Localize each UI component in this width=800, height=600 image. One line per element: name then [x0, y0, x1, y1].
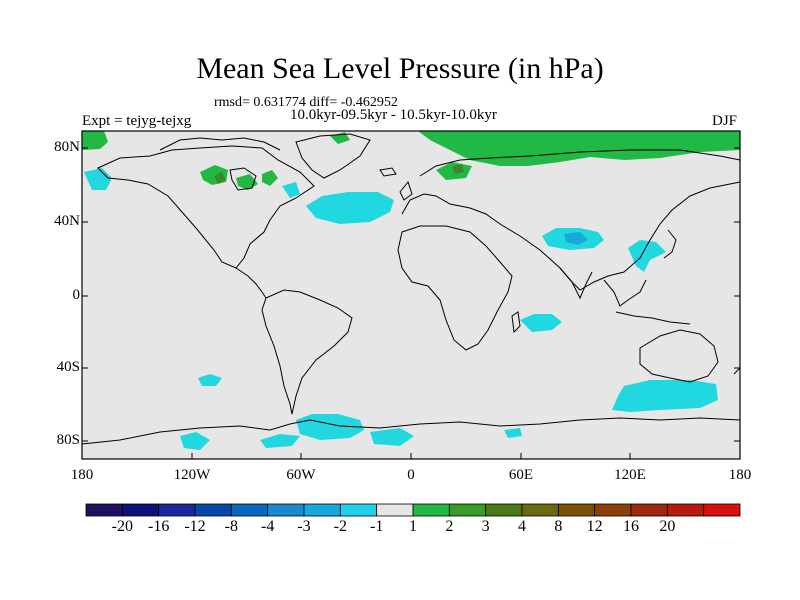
colorbar-swatch	[121, 503, 160, 517]
lon-label-180e: 180	[728, 467, 752, 483]
colorbar-label: -12	[184, 518, 206, 535]
coast-greenland	[295, 133, 371, 179]
negative-anomalies	[84, 168, 718, 450]
coast-hudson-bay	[229, 167, 257, 191]
coast-central-america	[235, 267, 267, 299]
colorbar-swatch	[194, 503, 232, 517]
coast-southeast-asia	[603, 279, 647, 307]
colorbar-swatch	[666, 503, 705, 517]
lat-label-40n: 40N	[54, 213, 80, 229]
cyan-region-ross	[504, 428, 522, 438]
lon-label-120w: 120W	[173, 467, 211, 483]
season-label: DJF	[712, 113, 738, 129]
colorbar-label: -3	[297, 518, 311, 535]
lat-label-40s: 40S	[56, 359, 80, 375]
cyan-region-antarctic-a	[260, 434, 300, 448]
lat-label-equator: 0	[72, 287, 81, 303]
colorbar-label: 12	[586, 518, 603, 535]
coast-new-zealand	[733, 367, 741, 375]
stats-text: rmsd= 0.631774 diff= -0.462952	[214, 95, 398, 110]
cyan-region-south-indian	[612, 380, 718, 412]
lat-label-80s: 80S	[56, 432, 80, 448]
cyan-region-antarctic-b	[370, 428, 414, 446]
colorbar-label: 20	[659, 518, 676, 535]
coast-south-america	[261, 289, 353, 415]
colorbar-label: -1	[369, 518, 384, 535]
colorbar-label: -4	[260, 518, 275, 535]
cyan-region-east-asia	[628, 240, 666, 272]
colorbar-swatch	[85, 503, 123, 517]
cyan-region-north-atlantic	[306, 192, 394, 224]
colorbar-swatch	[412, 503, 450, 517]
coast-north-america	[97, 145, 315, 269]
coast-madagascar	[511, 311, 521, 334]
colorbar-label: 2	[445, 518, 454, 535]
green-strong-canada	[214, 172, 226, 184]
coast-uk	[399, 180, 413, 201]
cyan-region-indian-ocean	[520, 314, 562, 332]
colorbar-swatch	[230, 503, 269, 517]
colorbar-label: -16	[147, 518, 170, 535]
lon-label-60w: 60W	[286, 467, 316, 483]
colorbar-label: 16	[623, 518, 639, 535]
colorbar-label: 1	[409, 518, 417, 535]
colorbar-swatch	[594, 503, 632, 517]
coast-japan	[663, 229, 677, 259]
coastlines	[81, 133, 741, 445]
green-region-canada-c	[262, 170, 278, 186]
cyan-strong-central-asia	[564, 232, 588, 245]
coast-indonesia	[615, 311, 691, 325]
colorbar-swatch	[448, 503, 487, 517]
cyan-region-south-pacific-w	[198, 374, 222, 386]
colorbar-label: -2	[333, 518, 347, 535]
lon-label-60e: 60E	[508, 467, 534, 483]
colorbar-swatch	[267, 503, 305, 517]
colorbar-swatch	[303, 503, 341, 517]
colorbar-swatch	[485, 503, 523, 517]
green-region-alaska-west	[82, 131, 108, 150]
colorbar-swatch	[630, 503, 668, 517]
colorbar-label: 4	[518, 518, 526, 535]
coast-australia	[639, 329, 719, 383]
map-title: Mean Sea Level Pressure (in hPa)	[196, 52, 604, 85]
colorbar-label: -20	[111, 518, 133, 535]
coast-canadian-arctic	[159, 137, 281, 151]
cyan-region-canada-east	[282, 182, 300, 198]
green-strong-scandinavia	[452, 164, 464, 174]
coast-iceland	[379, 167, 397, 177]
lat-label-80n: 80N	[54, 139, 80, 155]
experiment-label: Expt = tejyg-tejxg	[82, 113, 192, 129]
colorbar-swatch	[339, 503, 378, 517]
cyan-region-antarctic-c	[180, 432, 210, 450]
colorbar-swatch	[158, 503, 196, 517]
colorbar-swatch	[376, 503, 414, 517]
coast-india	[559, 267, 593, 300]
lon-label-120e: 120E	[614, 467, 646, 483]
coast-europe-asia	[419, 149, 741, 177]
colorbar-label: 3	[481, 518, 490, 535]
colorbar-label: 8	[554, 518, 563, 535]
axis-ticks	[82, 147, 740, 459]
coast-africa	[397, 225, 513, 351]
colorbar-swatch	[703, 503, 741, 517]
coast-antarctica	[81, 417, 741, 445]
cyan-region-alaska-west	[84, 168, 112, 190]
colorbar-swatch	[557, 503, 596, 517]
lon-label-180w: 180	[70, 467, 94, 483]
colorbar-label: -8	[224, 518, 238, 535]
colorbar-swatch	[521, 503, 559, 517]
lon-label-0: 0	[407, 467, 415, 483]
period-text: 10.0kyr-09.5kyr - 10.5kyr-10.0kyr	[290, 107, 497, 123]
